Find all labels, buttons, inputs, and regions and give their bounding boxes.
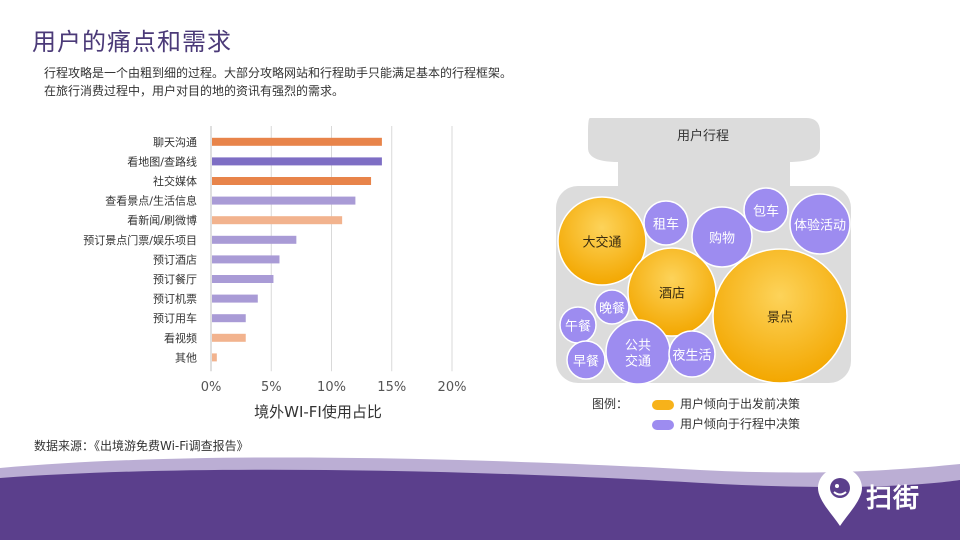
category-label: 预订景点门票/娱乐项目 bbox=[83, 233, 197, 247]
category-label: 聊天沟通 bbox=[153, 135, 197, 149]
bubble-in-trip: 体验活动 bbox=[789, 193, 851, 255]
category-label: 看视频 bbox=[164, 331, 197, 345]
location-pin-icon bbox=[818, 468, 862, 526]
bubble-label: 包车 bbox=[753, 204, 779, 220]
page-subtitle: 行程攻略是一个由粗到细的过程。大部分攻略网站和行程助手只能满足基本的行程框架。 … bbox=[44, 64, 512, 100]
category-label: 社交媒体 bbox=[153, 174, 197, 188]
x-tick-label: 5% bbox=[261, 380, 282, 395]
category-label: 查看景点/生活信息 bbox=[105, 194, 197, 208]
bubble-in-trip: 夜生活 bbox=[668, 330, 716, 378]
bubble-circle bbox=[789, 193, 851, 255]
category-label: 其他 bbox=[175, 351, 197, 364]
subtitle-line: 在旅行消费过程中，用户对目的地的资讯有强烈的需求。 bbox=[44, 84, 345, 98]
bubble-label: 早餐 bbox=[573, 354, 599, 370]
legend-label: 用户倾向于行程中决策 bbox=[680, 417, 801, 431]
bubble-circle bbox=[557, 196, 647, 286]
itinerary-header-label: 用户行程 bbox=[677, 128, 729, 144]
bubble-circle bbox=[691, 206, 753, 268]
subtitle-line: 行程攻略是一个由粗到细的过程。大部分攻略网站和行程助手只能满足基本的行程框架。 bbox=[44, 66, 513, 80]
bar bbox=[212, 157, 382, 166]
bar bbox=[212, 275, 274, 283]
bubble-circle bbox=[668, 330, 716, 378]
bubble-label: 酒店 bbox=[659, 287, 685, 302]
brand-logo-text: 扫街 bbox=[866, 484, 921, 514]
bubble-circle bbox=[712, 248, 848, 384]
bubble-label: 交通 bbox=[625, 354, 651, 370]
category-label: 看地图/查路线 bbox=[127, 154, 197, 168]
bar bbox=[212, 216, 343, 225]
bubble-circle bbox=[627, 247, 717, 337]
bubble-label: 夜生活 bbox=[672, 349, 711, 364]
x-axis-label: 境外WI-FI使用占比 bbox=[254, 403, 382, 421]
legend-swatch-violet bbox=[652, 419, 674, 430]
legend-label: 用户倾向于出发前决策 bbox=[680, 397, 801, 411]
bubble-circle bbox=[594, 289, 630, 325]
bubble-in-trip: 早餐 bbox=[566, 340, 606, 380]
bar bbox=[212, 196, 356, 205]
itinerary-neck bbox=[618, 156, 790, 186]
x-tick-label: 10% bbox=[317, 380, 346, 395]
legend-title: 图例： bbox=[592, 397, 629, 411]
bubble-label: 晚餐 bbox=[599, 301, 625, 317]
category-label: 预订餐厅 bbox=[153, 272, 197, 286]
wifi-usage-bar-chart: 聊天沟通看地图/查路线社交媒体查看景点/生活信息看新闻/刷微博预订景点门票/娱乐… bbox=[83, 126, 467, 421]
x-tick-label: 20% bbox=[438, 380, 467, 395]
legend-item-in-trip: 用户倾向于行程中决策 bbox=[652, 415, 800, 432]
bubble-in-trip: 晚餐 bbox=[594, 289, 630, 325]
bubble-in-trip: 午餐 bbox=[559, 306, 597, 344]
footer-wave bbox=[0, 457, 960, 540]
bar bbox=[212, 294, 258, 303]
legend-item-pre-trip: 用户倾向于出发前决策 bbox=[652, 395, 800, 412]
bar bbox=[212, 255, 280, 264]
bubble-pre-trip: 酒店 bbox=[627, 247, 717, 337]
bubble-pre-trip: 大交通 bbox=[557, 196, 647, 286]
x-tick-label: 0% bbox=[201, 380, 222, 395]
bubble-label: 租车 bbox=[653, 217, 679, 233]
bubble-in-trip: 租车 bbox=[643, 200, 689, 246]
category-label: 预订机票 bbox=[153, 292, 197, 306]
page-title: 用户的痛点和需求 bbox=[32, 28, 232, 56]
bubble-label: 公共 bbox=[625, 339, 651, 354]
category-label: 预订酒店 bbox=[153, 252, 197, 266]
bar bbox=[212, 177, 372, 185]
bar bbox=[212, 333, 246, 342]
bubble-label: 午餐 bbox=[565, 319, 591, 335]
legend-swatch-gold bbox=[652, 399, 674, 410]
itinerary-header-shape bbox=[588, 118, 820, 162]
bar bbox=[212, 314, 246, 323]
bubble-in-trip: 包车 bbox=[743, 187, 789, 233]
bubble-circle bbox=[643, 200, 689, 246]
bubble-label: 购物 bbox=[709, 231, 735, 247]
category-label: 预订用车 bbox=[153, 311, 197, 325]
bubble-label: 景点 bbox=[767, 311, 793, 326]
data-source: 数据来源：《出境游免费Wi-Fi调查报告》 bbox=[34, 439, 249, 453]
bar bbox=[212, 137, 382, 146]
bar bbox=[212, 235, 297, 244]
bubble-label: 大交通 bbox=[582, 235, 621, 251]
category-label: 看新闻/刷微博 bbox=[127, 213, 197, 227]
footer-wave-front bbox=[0, 469, 960, 540]
bar bbox=[212, 353, 217, 362]
bubble-circle bbox=[566, 340, 606, 380]
x-tick-label: 15% bbox=[377, 380, 406, 395]
bubble-pre-trip: 景点 bbox=[712, 248, 848, 384]
bubble-in-trip: 购物 bbox=[691, 206, 753, 268]
bubble-circle bbox=[743, 187, 789, 233]
bubble-label: 体验活动 bbox=[794, 218, 846, 234]
